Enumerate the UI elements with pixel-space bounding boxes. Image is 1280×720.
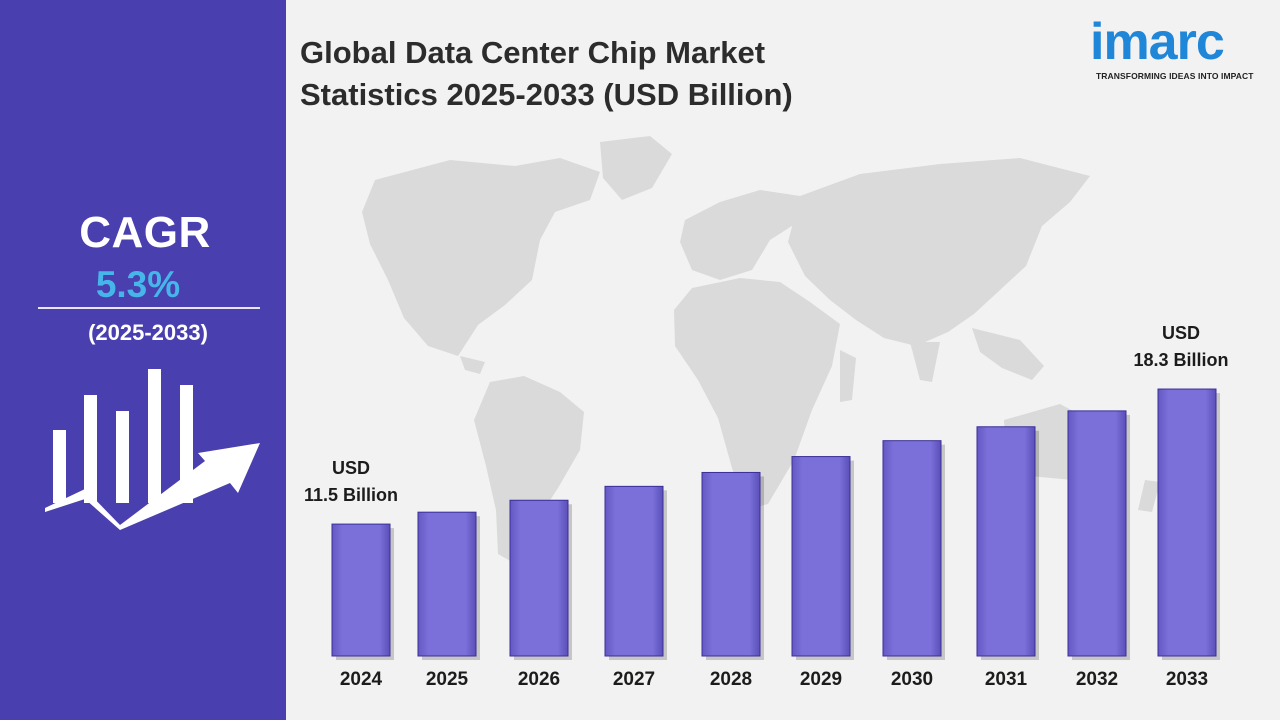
x-tick-2027: 2027	[613, 669, 655, 690]
cagr-label: CAGR	[79, 208, 211, 257]
x-tick-2030: 2030	[891, 669, 933, 690]
cagr-divider	[38, 307, 260, 309]
bar-2033	[1157, 388, 1217, 657]
value-label-2024-1: USD	[332, 458, 370, 478]
value-label-2033-2: 18.3 Billion	[1133, 350, 1228, 370]
x-tick-2025: 2025	[426, 669, 469, 690]
imarc-logo: imarc	[1090, 13, 1225, 71]
x-tick-2032: 2032	[1076, 669, 1118, 690]
bar-2026	[509, 499, 569, 657]
value-label-2033-1: USD	[1162, 323, 1200, 343]
bar-2027	[604, 485, 664, 657]
bar-chart-trend-arrow-icon	[45, 369, 260, 530]
value-label-2024-2: 11.5 Billion	[304, 485, 398, 505]
bar-2029	[791, 456, 851, 657]
cagr-period: (2025-2033)	[88, 320, 208, 345]
x-tick-2031: 2031	[985, 669, 1028, 690]
bar-chart: 2024 2025 2026 2027 2028 2029 2030 2031 2032 2033…	[304, 323, 1229, 690]
x-tick-2033: 2033	[1166, 669, 1208, 690]
bar-2025	[417, 511, 477, 657]
x-tick-2028: 2028	[710, 669, 752, 690]
title-line-2: Statistics 2025-2033 (USD Billion)	[300, 77, 793, 112]
bar-2032	[1067, 410, 1127, 657]
bar-2030	[882, 440, 942, 657]
x-tick-2029: 2029	[800, 669, 842, 690]
bar-2028	[701, 471, 761, 657]
left-panel	[0, 0, 286, 720]
cagr-value: 5.3%	[95, 264, 181, 305]
title-line-1: Global Data Center Chip Market	[300, 35, 766, 70]
x-tick-2024: 2024	[340, 669, 383, 690]
bar-2024	[331, 523, 391, 657]
x-tick-2026: 2026	[518, 669, 560, 690]
chart-title: Global Data Center Chip Market Statistic…	[300, 32, 940, 116]
logo-tagline: TRANSFORMING IDEAS INTO IMPACT	[1096, 71, 1254, 81]
bar-2031	[976, 426, 1036, 657]
world-map	[362, 136, 1160, 562]
